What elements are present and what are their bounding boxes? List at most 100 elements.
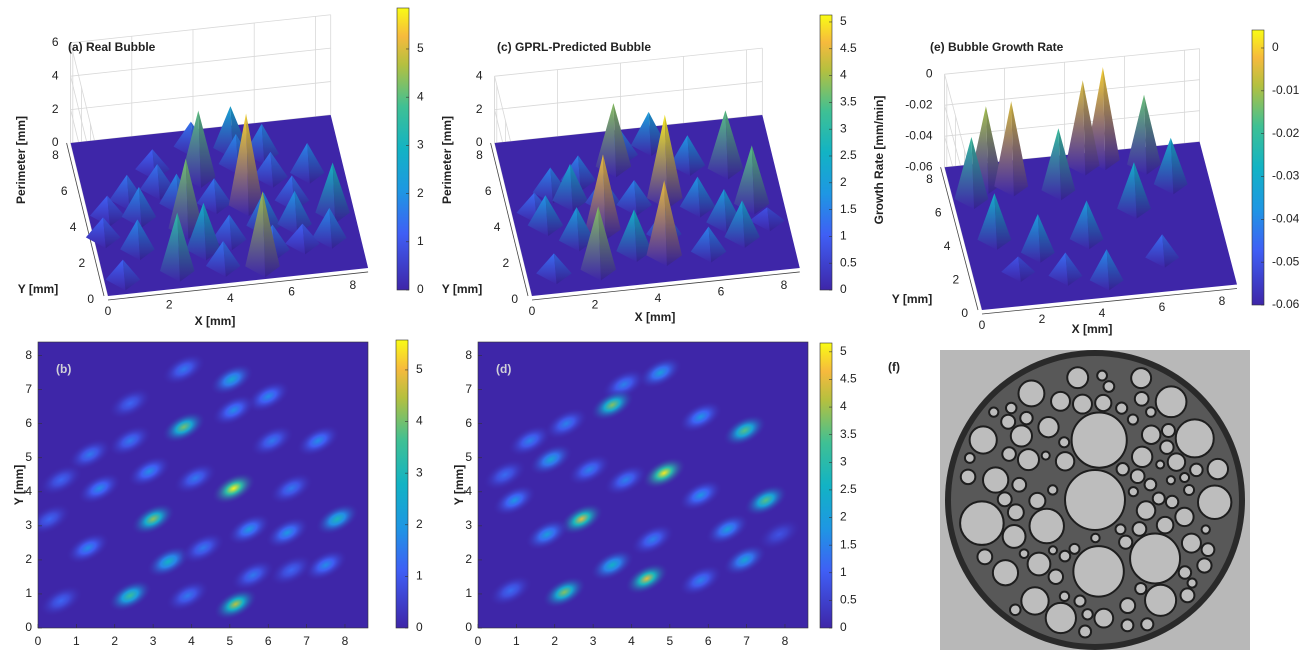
heatmap-blob [525,518,570,551]
photo-bubble [1020,586,1050,616]
peak-face [664,180,682,267]
peak-shade [103,217,121,249]
photo-bubble [1129,532,1182,585]
colorbar-tick-label: 1 [840,229,847,243]
colorbar-tick-label: 2 [840,175,847,189]
heatmap-layer [482,356,802,609]
peak-face [1170,137,1188,195]
axes-frame [477,341,809,629]
peak-face [578,155,596,192]
heatmap-blob [482,458,527,491]
surface-peak [679,176,716,218]
y-tick-label: 0 [511,292,518,306]
photo-bubble [1058,590,1071,603]
peak-face [315,162,336,224]
y-tick-label: 7 [465,382,472,396]
heatmap-blob [211,472,256,505]
z-axis-label: Growth Rate [mm/min] [872,96,886,225]
photo-bubble [1072,393,1093,415]
colorbar-tick-label: 3.5 [840,95,857,109]
surface-peak [616,209,652,262]
colorbar [819,14,833,291]
y-tick-label: 1 [25,586,32,600]
surface-peak [205,240,241,277]
y-tick-label: 0 [25,620,32,634]
peak-shade [708,226,727,263]
surface-peak [1001,256,1036,282]
peak-face [139,164,160,200]
peak-face [1001,256,1021,282]
peak-face [246,113,264,217]
photo-bubble [1070,411,1128,469]
surface-peak [1127,94,1161,175]
y-tick-label: 3 [25,518,32,532]
heatmap-blob [180,531,226,565]
peak-face [245,191,266,278]
colorbar-tick-label: 0 [417,282,424,296]
y-axis-label: Y [mm] [442,282,482,296]
photo-bubble [1151,491,1166,506]
colorbar [1251,29,1265,306]
y-tick-label: 0 [87,292,94,306]
x-tick-label: 1 [513,634,520,648]
peak-face [664,114,683,209]
peak-face [332,162,350,224]
photo-bubble [1131,521,1148,537]
colorbar-tick-label: 1 [417,234,424,248]
x-tick-label: 6 [718,284,725,298]
photo-bubble [1058,549,1072,563]
photo-bubble [1154,385,1188,419]
photo-bubble [1165,475,1176,486]
heatmap-blob [161,353,206,386]
heatmap-blob [722,414,767,447]
heatmap-blob [173,462,218,495]
peak-face [229,214,247,251]
x-tick-label: 4 [655,291,662,305]
peak-face [552,163,573,212]
heatmap-blob [492,484,537,517]
peak-face [270,151,288,188]
peak-face [634,209,652,262]
colorbar [396,7,410,291]
y-tick-label: 5 [25,450,32,464]
peak-face [1069,200,1090,250]
grid-line [944,79,1200,106]
y-tick-label: 8 [926,172,933,186]
x-tick-label: 0 [979,318,986,332]
x-tick-label: 2 [166,298,173,312]
photo-bubble [1135,500,1157,521]
peak-face [1020,213,1041,263]
colorbar-tick-label: 0 [840,620,847,634]
peak-shade [553,253,572,285]
heatmap-blob [250,424,295,457]
y-axis-label: Y [mm] [12,465,26,505]
photo-bubble [1155,459,1166,470]
colorbar-tick-label: 3 [840,121,847,135]
surface-peak [646,180,682,267]
x-tick-label: 4 [188,634,195,648]
peak-shade [725,110,744,180]
colorbar-tick-label: 5 [840,14,847,28]
surface-peak [552,163,588,212]
peak-face [1117,162,1137,219]
photo-bubble [1058,436,1071,449]
peak-face [1134,162,1151,219]
peak-face [107,195,125,227]
peak-face [1144,94,1161,175]
peak-shade [751,145,770,215]
heatmap-blob [528,443,573,476]
photo-bubble [1047,568,1065,586]
photo-bubble [963,452,976,464]
z-tick-label: 0 [926,66,933,80]
peak-shade [578,155,596,192]
y-tick-label: 8 [465,348,472,362]
heatmap-blob [213,588,258,621]
peak-shade [107,195,125,227]
heatmap-blob [678,564,723,597]
y-tick-label: 2 [79,256,86,270]
heatmap-blob [638,356,683,389]
surface-peak [186,202,221,261]
colorbar-tick-label: 0 [840,282,847,296]
photo-bubble [988,406,1000,418]
x-tick-label: 1 [73,634,80,648]
